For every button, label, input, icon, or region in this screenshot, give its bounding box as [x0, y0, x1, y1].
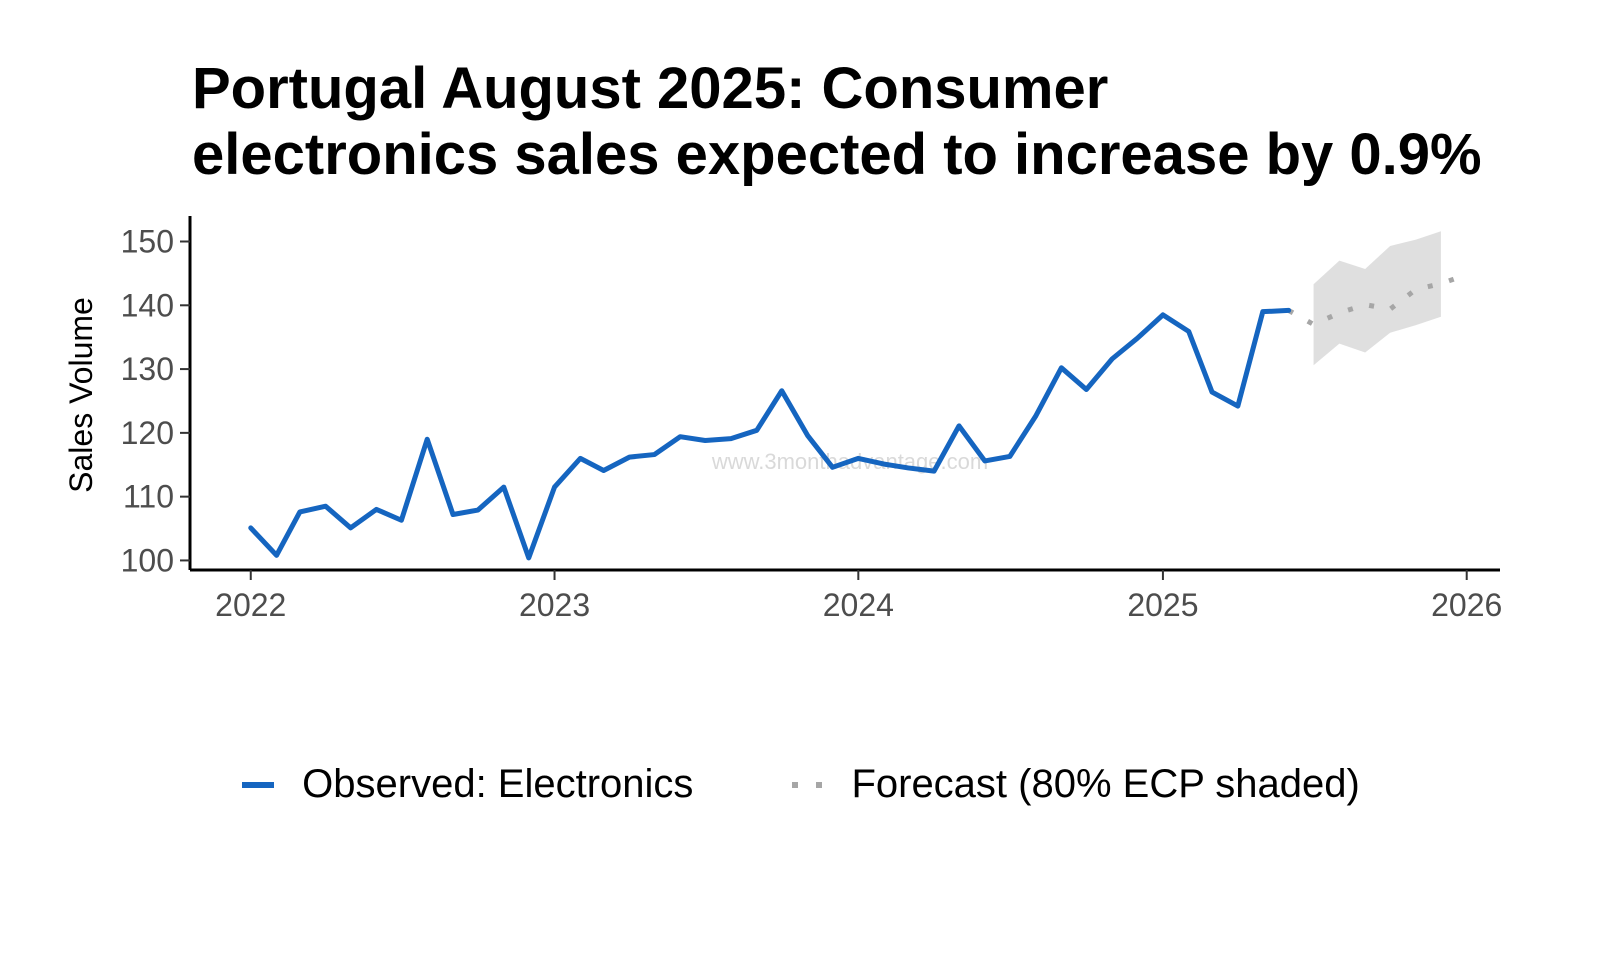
y-tick-label: 120 — [121, 415, 174, 451]
legend-item-observed: Observed: Electronics — [240, 762, 693, 807]
observed-series-line — [248, 307, 1292, 561]
x-tick-label: 2023 — [519, 587, 590, 623]
chart-title-line-1: Portugal August 2025: Consumer — [192, 56, 1109, 121]
line-chart: www.3monthadvantage.com 1001101201301401… — [63, 216, 1502, 623]
legend-item-forecast: Forecast (80% ECP shaded) — [789, 762, 1360, 807]
legend-key-dotted-line — [792, 781, 823, 788]
axes: 100 110 120 130 140 150 2022 2023 2024 2025 2026 — [121, 216, 1502, 623]
y-tick-label: 130 — [121, 351, 174, 387]
y-tick-label: 110 — [123, 479, 174, 515]
x-tick-label: 2025 — [1127, 587, 1198, 623]
legend-label-forecast: Forecast (80% ECP shaded) — [851, 762, 1360, 806]
y-tick-label: 150 — [121, 224, 174, 260]
x-tick-label: 2022 — [215, 587, 286, 623]
y-tick-label: 100 — [121, 542, 174, 578]
chart-title-line-2: electronics sales expected to increase b… — [192, 122, 1482, 187]
chart-title: Portugal August 2025: Consumer electroni… — [192, 56, 1592, 188]
forecast-interval-band — [1313, 231, 1441, 366]
legend-label-observed: Observed: Electronics — [302, 762, 694, 806]
legend: Observed: Electronics Forecast (80% ECP … — [0, 762, 1600, 807]
y-axis-title: Sales Volume — [63, 297, 99, 493]
forecast-interval-band-layer — [1313, 231, 1441, 366]
y-tick-label: 140 — [121, 287, 174, 323]
legend-key-solid-line — [242, 781, 275, 788]
x-tick-label: 2024 — [823, 587, 894, 623]
series-lines-layer — [248, 272, 1468, 561]
x-tick-label: 2026 — [1431, 587, 1502, 623]
